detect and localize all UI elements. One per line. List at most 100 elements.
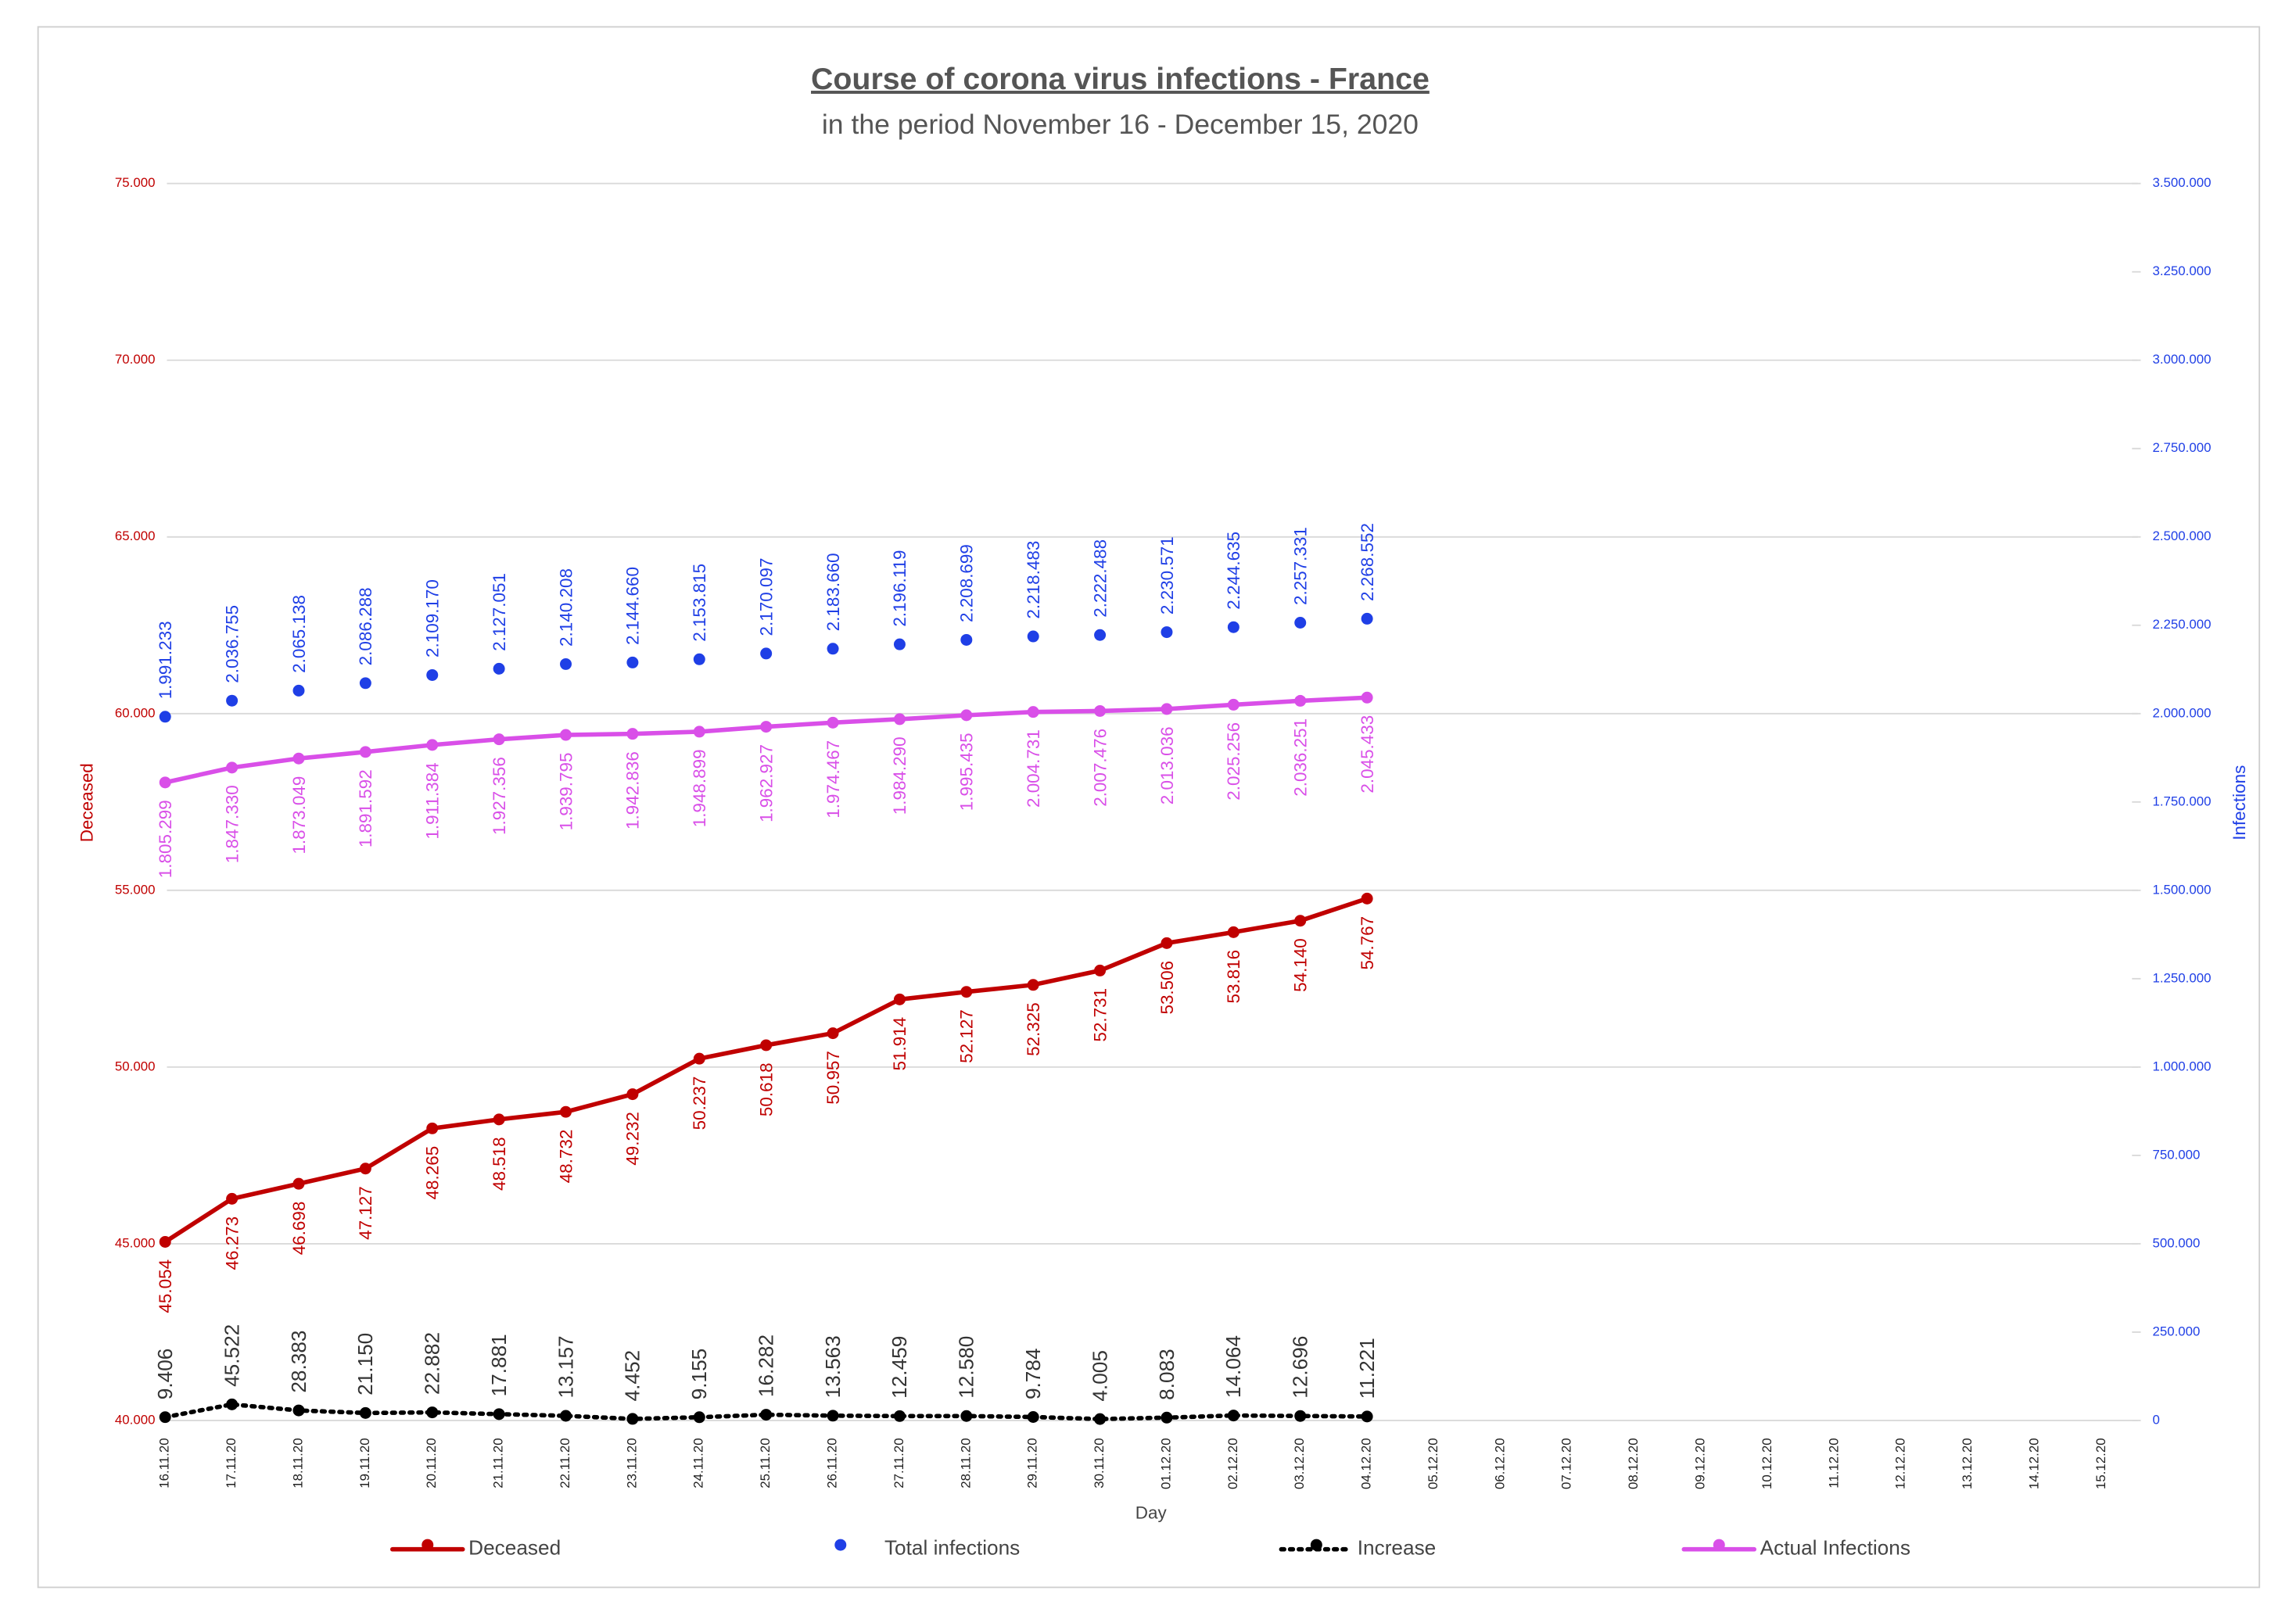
- data-point: [893, 638, 906, 650]
- data-point: [493, 662, 505, 675]
- data-label: 17.881: [487, 1334, 511, 1396]
- data-label: 2.004.731: [1024, 729, 1043, 808]
- data-label: 2.007.476: [1090, 729, 1110, 807]
- data-label: 48.265: [423, 1146, 443, 1200]
- data-point: [827, 1027, 839, 1040]
- data-label: 1.927.356: [490, 757, 509, 835]
- x-tick-label: 27.11.20: [891, 1438, 906, 1488]
- x-tick-label: 24.11.20: [691, 1438, 706, 1488]
- data-label: 28.383: [287, 1330, 310, 1392]
- y2-tick-label: 2.250.000: [2153, 617, 2212, 632]
- y2-tick-label: 500.000: [2153, 1235, 2201, 1250]
- data-point: [359, 1406, 371, 1419]
- x-tick-label: 15.12.20: [2093, 1438, 2108, 1489]
- data-label: 48.732: [556, 1130, 576, 1184]
- data-point: [359, 677, 371, 690]
- x-tick-label: 12.12.20: [1893, 1438, 1908, 1489]
- data-label: 16.282: [754, 1335, 777, 1397]
- data-point: [426, 1406, 439, 1419]
- data-point: [960, 986, 973, 998]
- data-label: 2.036.251: [1291, 718, 1311, 797]
- data-point: [960, 709, 973, 722]
- y2-tick-label: 1.250.000: [2153, 970, 2212, 985]
- data-point: [1361, 1410, 1373, 1423]
- data-label: 2.244.635: [1224, 532, 1243, 610]
- data-point: [693, 1052, 705, 1065]
- y2-tick-label: 1.750.000: [2153, 794, 2212, 808]
- data-label: 12.459: [888, 1336, 911, 1399]
- data-point: [1294, 616, 1307, 629]
- data-label: 50.237: [690, 1077, 709, 1130]
- data-point: [560, 1410, 572, 1422]
- data-label: 13.157: [554, 1335, 577, 1398]
- legend-label: Deceased: [468, 1536, 561, 1560]
- data-point: [893, 993, 906, 1005]
- data-point: [1094, 704, 1107, 717]
- chart-title: Course of corona virus infections - Fran…: [811, 62, 1430, 96]
- data-label: 1.911.384: [423, 762, 443, 839]
- data-point: [760, 1039, 773, 1052]
- x-tick-label: 08.12.20: [1626, 1438, 1641, 1489]
- x-tick-label: 25.11.20: [758, 1438, 773, 1488]
- data-label: 2.127.051: [490, 573, 509, 651]
- data-label: 52.731: [1090, 988, 1110, 1042]
- data-point: [1027, 1411, 1039, 1424]
- data-point: [359, 1163, 371, 1175]
- data-label: 51.914: [890, 1017, 909, 1071]
- data-point: [1361, 892, 1373, 905]
- data-label: 2.208.699: [957, 544, 977, 622]
- legend-label: Increase: [1358, 1536, 1437, 1560]
- data-point: [626, 656, 639, 668]
- data-point: [426, 1122, 439, 1134]
- data-label: 46.698: [289, 1202, 309, 1256]
- data-label: 2.170.097: [756, 558, 776, 636]
- data-point: [1094, 1413, 1107, 1425]
- data-label: 4.452: [621, 1350, 644, 1402]
- y-tick-label: 65.000: [115, 528, 156, 543]
- x-tick-label: 02.12.20: [1225, 1438, 1240, 1489]
- data-label: 1.995.435: [957, 733, 977, 811]
- x-tick-label: 07.12.20: [1559, 1438, 1574, 1489]
- x-tick-label: 19.11.20: [357, 1438, 372, 1488]
- x-tick-label: 21.11.20: [491, 1438, 506, 1488]
- data-label: 1.984.290: [890, 736, 909, 815]
- data-point: [226, 1192, 239, 1205]
- data-point: [1094, 964, 1107, 976]
- data-label: 1.891.592: [356, 769, 375, 847]
- x-tick-label: 18.11.20: [290, 1438, 305, 1488]
- data-label: 8.083: [1155, 1349, 1178, 1400]
- data-label: 2.218.483: [1024, 541, 1043, 619]
- data-point: [960, 633, 973, 646]
- y-tick-label: 70.000: [115, 352, 156, 367]
- data-point: [960, 1410, 973, 1422]
- data-point: [1027, 706, 1039, 718]
- data-label: 47.127: [356, 1186, 375, 1240]
- data-label: 1.939.795: [556, 752, 576, 830]
- data-point: [1027, 979, 1039, 991]
- data-label: 50.618: [756, 1062, 776, 1116]
- y2-tick-label: 1.000.000: [2153, 1059, 2212, 1073]
- data-point: [827, 1410, 839, 1422]
- data-label: 1.873.049: [289, 776, 309, 854]
- data-point: [693, 726, 705, 738]
- data-label: 22.882: [421, 1332, 444, 1395]
- data-label: 1.948.899: [690, 749, 709, 827]
- data-point: [1294, 694, 1307, 707]
- y2-tick-label: 3.500.000: [2153, 175, 2212, 190]
- data-point: [226, 761, 239, 774]
- legend-marker: [834, 1539, 847, 1551]
- data-point: [827, 643, 839, 655]
- data-point: [292, 1404, 305, 1417]
- y2-axis-label: Infections: [2230, 765, 2249, 840]
- data-label: 4.005: [1088, 1350, 1111, 1402]
- data-label: 49.232: [623, 1112, 643, 1166]
- data-point: [626, 1413, 639, 1425]
- data-label: 54.140: [1291, 938, 1311, 992]
- data-label: 2.183.660: [823, 553, 843, 631]
- data-label: 2.144.660: [623, 567, 643, 645]
- x-tick-label: 10.12.20: [1760, 1438, 1774, 1489]
- data-point: [893, 1410, 906, 1422]
- x-tick-label: 11.12.20: [1826, 1438, 1841, 1488]
- data-label: 2.153.815: [690, 564, 709, 642]
